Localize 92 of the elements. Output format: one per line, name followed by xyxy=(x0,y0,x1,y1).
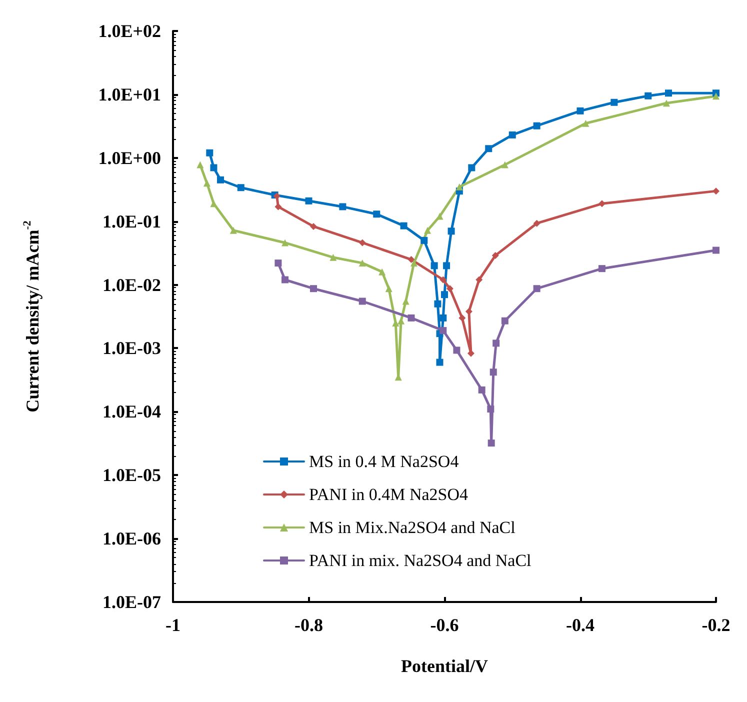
y-tick-label: 1.0E+02 xyxy=(98,21,161,41)
point xyxy=(424,226,432,234)
point xyxy=(408,256,415,264)
point xyxy=(458,314,466,322)
point xyxy=(420,236,428,244)
y-axis-title: Current density/ mAcm-2 xyxy=(22,220,42,412)
point xyxy=(440,314,447,322)
point xyxy=(373,210,380,218)
legend-label: MS in Mix.Na2SO4 and NaCl xyxy=(309,518,516,537)
point xyxy=(210,200,218,208)
point xyxy=(492,252,499,259)
x-axis-title: Potential/V xyxy=(401,656,488,676)
point xyxy=(237,184,244,192)
point xyxy=(582,120,590,127)
x-tick-label: -0.4 xyxy=(566,615,594,635)
point xyxy=(448,228,455,235)
point xyxy=(465,308,472,315)
point xyxy=(217,176,224,184)
point xyxy=(436,358,444,366)
point xyxy=(358,260,366,267)
point xyxy=(441,291,448,298)
point xyxy=(712,188,720,195)
point xyxy=(644,92,652,100)
y-tick-label: 1.0E+01 xyxy=(98,84,161,104)
point xyxy=(598,265,606,272)
point xyxy=(203,180,210,187)
point xyxy=(476,276,483,284)
point xyxy=(501,161,508,168)
y-tick-label: 1.0E-06 xyxy=(102,528,161,549)
point xyxy=(440,276,447,284)
x-tick-label: -1 xyxy=(166,615,180,635)
point xyxy=(378,268,386,276)
y-tick-label: 1.0E-04 xyxy=(102,402,161,422)
point xyxy=(508,131,516,138)
point xyxy=(490,368,497,376)
point xyxy=(385,285,392,292)
point xyxy=(274,260,282,267)
point xyxy=(400,222,408,230)
point xyxy=(468,164,476,172)
x-tick-label: -0.2 xyxy=(702,615,730,635)
point xyxy=(330,254,337,261)
legend-label: MS in 0.4 M Na2SO4 xyxy=(309,452,460,471)
x-tick-label: -0.6 xyxy=(430,615,459,635)
point xyxy=(402,298,410,305)
point xyxy=(281,276,288,284)
y-tick-label: 1.0E-07 xyxy=(102,592,161,612)
point xyxy=(210,164,218,172)
point xyxy=(410,260,418,267)
point xyxy=(358,239,366,246)
point xyxy=(206,149,214,156)
point xyxy=(533,220,540,227)
x-tick-label: -0.8 xyxy=(294,615,323,635)
legend-label: PANI in 0.4M Na2SO4 xyxy=(309,485,468,504)
point xyxy=(436,212,444,220)
y-tick-label: 1.0E-05 xyxy=(102,465,161,486)
point xyxy=(478,386,486,394)
legend-label: PANI in mix. Na2SO4 and NaCl xyxy=(309,551,532,570)
point xyxy=(310,285,317,292)
point xyxy=(434,300,442,308)
point xyxy=(712,246,720,254)
y-tick-label: 1.0E-02 xyxy=(102,274,161,295)
point xyxy=(712,92,720,100)
point xyxy=(230,226,237,234)
point xyxy=(339,203,346,210)
y-tick-label: 1.0E-01 xyxy=(102,211,161,232)
point xyxy=(281,239,288,246)
point xyxy=(196,161,204,168)
point xyxy=(598,200,606,208)
point xyxy=(533,285,540,292)
point xyxy=(456,183,463,190)
point xyxy=(610,98,618,106)
point xyxy=(664,90,672,97)
point xyxy=(310,222,317,230)
point xyxy=(453,346,460,354)
point xyxy=(488,440,495,447)
point xyxy=(358,298,366,305)
point xyxy=(576,107,584,114)
point xyxy=(662,100,670,107)
point xyxy=(533,122,540,130)
y-tick-label: 1.0E-03 xyxy=(102,338,161,358)
point xyxy=(443,262,450,270)
point xyxy=(485,145,492,152)
point xyxy=(487,406,494,413)
point xyxy=(501,317,508,324)
point xyxy=(305,197,312,204)
point xyxy=(440,327,447,334)
point xyxy=(274,203,282,210)
point xyxy=(408,314,415,322)
y-tick-label: 1.0E+00 xyxy=(98,148,161,168)
point xyxy=(446,285,454,292)
point xyxy=(492,340,500,347)
point xyxy=(430,262,438,270)
